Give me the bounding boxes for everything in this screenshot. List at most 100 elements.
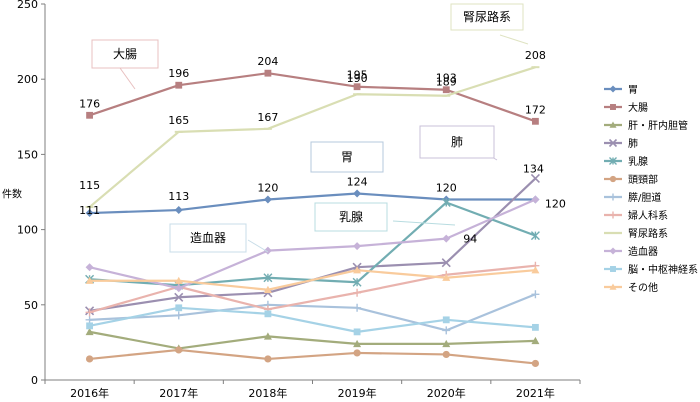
legend-label: 脳・中枢神経系 <box>628 263 698 276</box>
callout-leader-line <box>392 220 456 226</box>
callout-leader-line <box>499 34 529 45</box>
data-point <box>353 189 362 198</box>
series-line <box>89 330 536 350</box>
callout-label: 造血器 <box>190 231 226 245</box>
legend-item: 腎尿路系 <box>604 227 668 240</box>
data-point <box>174 206 183 215</box>
data-point <box>264 310 272 318</box>
series-12 <box>85 266 540 293</box>
data-label: 134 <box>523 162 544 175</box>
data-label: 190 <box>347 72 368 85</box>
series-7 <box>85 290 540 335</box>
data-point <box>531 266 540 274</box>
data-point <box>264 69 272 77</box>
data-label: 115 <box>79 179 100 192</box>
callout-box <box>314 202 388 232</box>
legend-item: 脳・中枢神経系 <box>604 263 698 276</box>
callout-box <box>91 39 159 69</box>
x-tick-label: 2018年 <box>248 386 287 400</box>
axes: 0 50 100 150 200 250 2016年 2017年 2018年 2019年 2020年… <box>2 0 581 400</box>
legend-item: 造血器 <box>604 245 658 258</box>
series-line <box>89 72 536 123</box>
series-11 <box>86 304 539 336</box>
x-tick-label: 2021年 <box>516 386 555 400</box>
data-point <box>441 258 451 268</box>
data-label: 120 <box>257 182 278 195</box>
legend-item: 胃 <box>604 84 638 96</box>
callout-label: 肺 <box>451 135 463 149</box>
data-label: 204 <box>257 55 278 68</box>
callout-label: 腎尿路系 <box>463 9 511 24</box>
legend-label: 乳腺 <box>628 155 648 168</box>
series-2 <box>86 69 539 125</box>
series-layer <box>85 66 540 368</box>
legend-item: 膵/胆道 <box>604 191 661 204</box>
data-point <box>85 209 94 218</box>
legend-label: 頭頸部 <box>628 173 658 186</box>
legend-item: その他 <box>604 281 658 294</box>
callout: 大腸 <box>91 39 159 90</box>
data-point <box>86 111 93 119</box>
data-point <box>442 234 451 243</box>
series-line <box>89 198 536 290</box>
legend-item: 乳腺 <box>604 155 648 168</box>
legend-item: 頭頸部 <box>604 173 658 186</box>
data-point <box>174 276 183 284</box>
legend-label: 胃 <box>628 84 638 96</box>
data-label: 120 <box>436 182 457 195</box>
series-8 <box>85 261 540 317</box>
data-point <box>609 193 617 201</box>
callout-label: 胃 <box>341 150 353 164</box>
callout-leader-line <box>119 67 136 90</box>
series-line <box>88 66 536 208</box>
data-point <box>263 246 272 255</box>
callout-box <box>419 125 495 159</box>
series-line <box>89 306 536 333</box>
data-point <box>609 157 617 165</box>
callout: 造血器 <box>169 223 269 253</box>
data-point <box>175 81 183 89</box>
data-point <box>353 288 362 297</box>
data-point <box>442 273 451 281</box>
data-point <box>175 304 183 312</box>
callout: 腎尿路系 <box>450 3 529 45</box>
data-point <box>85 276 94 284</box>
series-line <box>89 293 536 332</box>
callout: 胃 <box>310 141 384 173</box>
callout-label: 大腸 <box>113 47 137 61</box>
data-point <box>264 355 272 363</box>
data-point <box>85 355 94 363</box>
data-label: 113 <box>168 190 189 203</box>
data-point <box>353 83 361 91</box>
data-label: 167 <box>257 111 278 124</box>
data-point <box>609 247 617 255</box>
series-10 <box>85 195 540 293</box>
data-point <box>263 285 272 293</box>
data-point <box>609 175 617 183</box>
data-point <box>531 195 540 204</box>
data-point <box>531 359 540 368</box>
data-label: 165 <box>168 114 189 127</box>
legend-item: 肺 <box>604 138 638 150</box>
data-label: 172 <box>525 103 546 116</box>
callout-label: 乳腺 <box>339 210 363 224</box>
data-point <box>442 316 450 324</box>
callout-box <box>310 141 384 173</box>
data-point <box>85 327 94 336</box>
y-tick-label: 250 <box>17 0 38 11</box>
legend-label: 大腸 <box>628 101 648 114</box>
data-point <box>532 117 539 125</box>
x-tick-label: 2017年 <box>159 386 198 400</box>
callout-leader-line <box>247 239 269 253</box>
legend-label: 肝・肝内胆管 <box>628 119 688 132</box>
data-point <box>610 266 616 272</box>
callout-box <box>169 223 247 253</box>
data-point <box>441 198 451 208</box>
legend-item: 婦人科系 <box>604 209 668 222</box>
data-point <box>86 322 93 330</box>
callout: 乳腺 <box>314 202 456 232</box>
data-point <box>609 211 617 219</box>
series-line <box>89 264 536 314</box>
